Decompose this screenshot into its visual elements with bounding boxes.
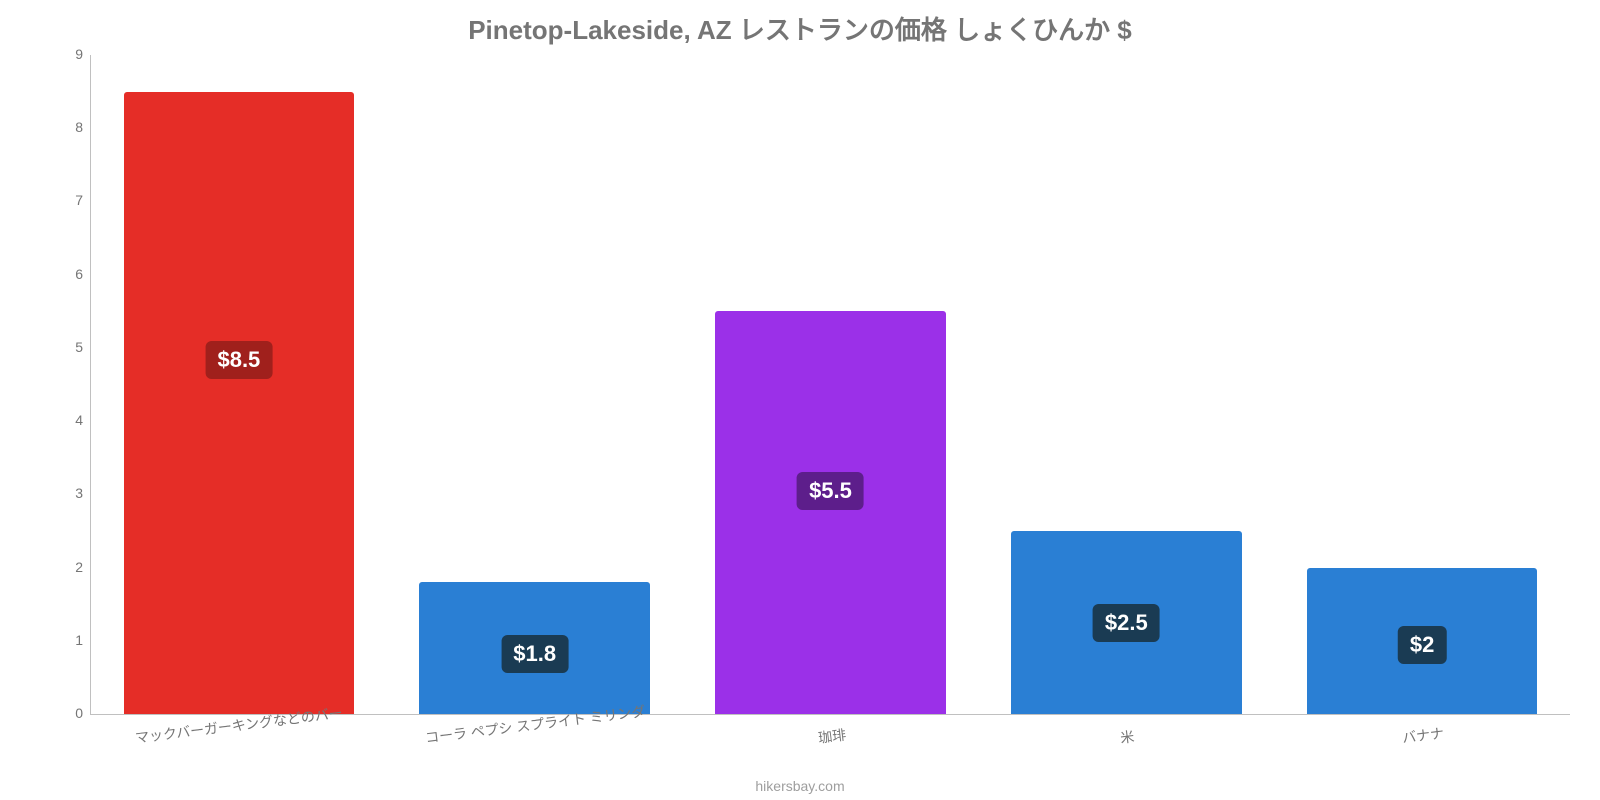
y-tick-label: 4: [75, 412, 83, 428]
x-tick-label: 珈琲: [817, 725, 847, 748]
bar: $2.5: [1011, 531, 1242, 714]
y-tick-label: 2: [75, 559, 83, 575]
plot-area: 0123456789$8.5マックバーガーキングなどのバー$1.8コーラ ペプシ…: [90, 55, 1570, 715]
bar-value-label: $2.5: [1093, 604, 1160, 642]
bar-value-label: $8.5: [205, 341, 272, 379]
y-tick-label: 6: [75, 266, 83, 282]
y-tick-label: 5: [75, 339, 83, 355]
bar: $1.8: [419, 582, 650, 714]
y-tick-label: 0: [75, 705, 83, 721]
y-tick-label: 9: [75, 46, 83, 62]
chart-title: Pinetop-Lakeside, AZ レストランの価格 しょくひんか $: [0, 10, 1600, 47]
bar: $8.5: [124, 92, 355, 714]
y-tick-label: 1: [75, 632, 83, 648]
x-tick-label: 米: [1119, 726, 1135, 748]
bar-value-label: $2: [1398, 626, 1446, 664]
bar-value-label: $5.5: [797, 472, 864, 510]
bar: $5.5: [715, 311, 946, 714]
x-tick-label: バナナ: [1401, 723, 1445, 748]
y-tick-label: 3: [75, 485, 83, 501]
y-tick-label: 8: [75, 119, 83, 135]
attribution-text: hikersbay.com: [0, 778, 1600, 794]
price-bar-chart: Pinetop-Lakeside, AZ レストランの価格 しょくひんか $ 0…: [0, 0, 1600, 800]
bar: $2: [1307, 568, 1538, 714]
y-tick-label: 7: [75, 192, 83, 208]
bar-value-label: $1.8: [501, 635, 568, 673]
